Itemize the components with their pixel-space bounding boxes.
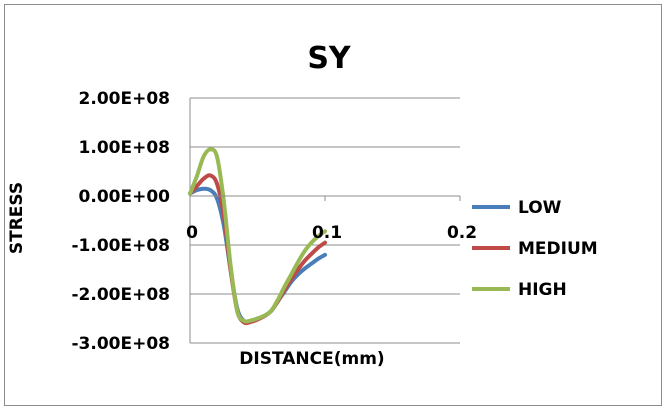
x-axis-title: DISTANCE(mm) bbox=[239, 349, 384, 369]
series-line-low bbox=[188, 186, 327, 324]
series-line-high bbox=[188, 147, 327, 324]
x-tick-label: 0.2 bbox=[447, 223, 477, 243]
legend-label-high: HIGH bbox=[518, 280, 567, 300]
y-axis-title: STRESS bbox=[7, 182, 27, 254]
legend-label-medium: MEDIUM bbox=[518, 239, 598, 259]
legend: LOW MEDIUM HIGH bbox=[472, 198, 598, 300]
x-axis bbox=[189, 195, 461, 201]
chart-title: SY bbox=[307, 41, 352, 76]
x-tick-label: 0 bbox=[186, 223, 198, 243]
chart-frame bbox=[4, 4, 662, 406]
y-tick-label: 1.00E+08 bbox=[79, 138, 170, 158]
series-lines bbox=[188, 147, 327, 326]
y-tick-label: -3.00E+08 bbox=[71, 334, 170, 354]
legend-label-low: LOW bbox=[518, 198, 562, 218]
y-tick-label: -2.00E+08 bbox=[71, 285, 170, 305]
x-tick-labels: 0 0.1 0.2 bbox=[186, 223, 477, 243]
y-tick-label: -1.00E+08 bbox=[71, 236, 170, 256]
gridlines bbox=[189, 97, 460, 344]
y-tick-label: 2.00E+08 bbox=[79, 89, 170, 109]
y-tick-labels: 2.00E+08 1.00E+08 0.00E+00 -1.00E+08 -2.00E+… bbox=[71, 89, 170, 354]
x-tick-label: 0.1 bbox=[312, 223, 342, 243]
y-tick-label: 0.00E+00 bbox=[79, 187, 171, 207]
